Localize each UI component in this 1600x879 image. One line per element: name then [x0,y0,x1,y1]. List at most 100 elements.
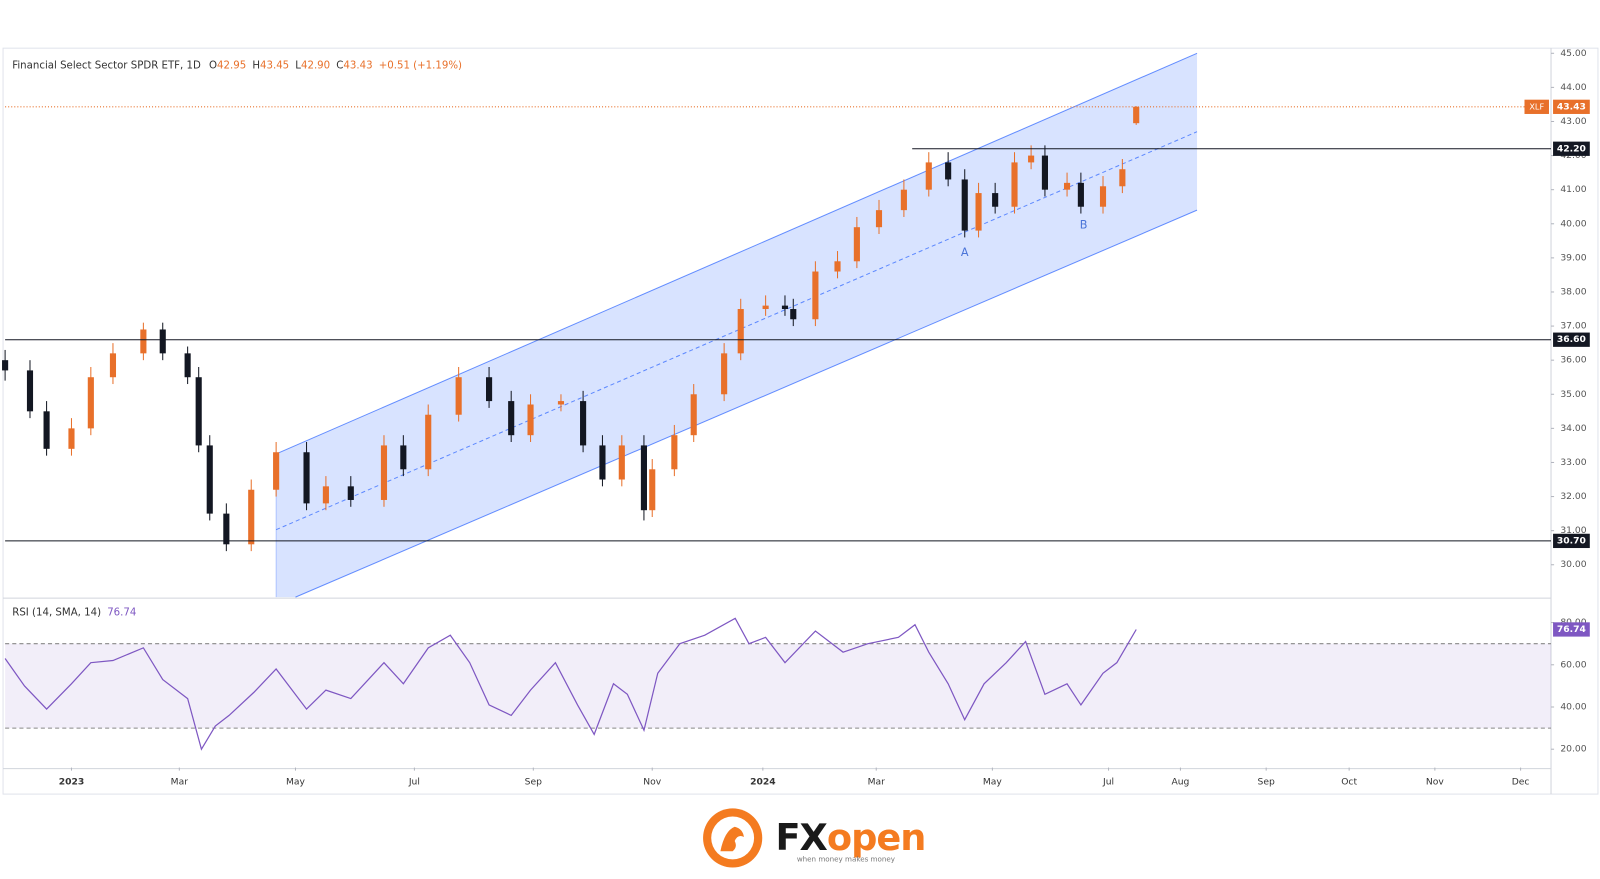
candle-body [721,353,728,395]
annotation: B [1080,218,1088,231]
y-tick-label: 34.00 [1560,423,1586,434]
y-tick-label: 35.00 [1560,389,1586,400]
candle-body [992,193,999,207]
level-label: 36.60 [1557,334,1586,345]
candle-body [1099,186,1107,207]
x-tick-label: Aug [1171,776,1189,787]
level-tag [1553,141,1590,156]
y-tick-label: 44.00 [1560,82,1586,93]
candle-body [1011,162,1018,207]
x-tick-label: Jul [408,776,420,787]
y-tick-label: 43.00 [1560,116,1586,127]
x-tick-label: Mar [868,776,886,787]
x-tick-label: Jul [1102,776,1114,787]
annotation: A [961,246,969,259]
candle-body [2,360,9,371]
x-tick-label: Oct [1341,776,1357,787]
legend-value: 42.95 [217,61,246,72]
candle-body [781,305,789,310]
candle-body [1063,182,1071,190]
candle-body [618,445,625,480]
candle-body [961,179,968,231]
x-tick-label: Dec [1512,776,1530,787]
candle-body [486,377,493,402]
chart-frame [2,47,1599,795]
candle-body [640,445,647,511]
y-tick-label: 45.00 [1560,48,1586,59]
candle-body [737,309,744,354]
candle-body [599,445,606,480]
candle-body [834,261,841,272]
candle-body [900,189,907,211]
y-tick-label: 39.00 [1560,252,1586,263]
rsi-line [4,617,1137,751]
y-tick-label: 37.00 [1560,321,1586,332]
y-tick-label: 32.00 [1560,491,1586,502]
x-tick-label: Nov [643,776,661,787]
candle-body [159,329,166,354]
logo-bull [720,826,744,852]
x-tick-label: May [286,776,306,787]
symbol-label: XLF [1529,101,1544,111]
candle-body [223,513,230,545]
candle-body [184,353,191,378]
y-tick-label: 33.00 [1560,457,1586,468]
tagline: when money makes money [797,854,895,863]
candle-body [347,486,354,500]
level-label: 42.20 [1557,143,1586,154]
x-tick-label: Sep [525,776,542,787]
candle-body [812,271,819,320]
candle-body [195,377,202,446]
brand: FXopen [776,815,926,858]
chart-header: Financial Select Sector SPDR ETF, 1D O42.… [12,61,462,72]
candle-body [380,445,388,500]
candle-body [527,404,534,436]
brand-fx: FX [776,815,828,858]
candle-body [975,193,982,231]
candle-body [762,305,769,310]
legend-value: 43.43 [343,61,372,72]
candle-body [671,435,678,470]
x-tick-label: May [983,776,1003,787]
legend-key: H [252,61,260,72]
candle-body [1028,155,1035,163]
y-tick-label: 31.00 [1560,525,1586,536]
plot [2,52,1198,598]
x-tick-label: 2023 [59,776,85,787]
candle-body [690,394,697,436]
candle-body [248,489,255,545]
candle-body [206,445,213,514]
candle-body [400,445,407,470]
y-tick-label: 30.00 [1560,559,1586,570]
candle-body [26,370,34,412]
x-tick-label: Mar [171,776,189,787]
change: +0.51 (+1.19%) [379,61,462,72]
rsi-value: 76.74 [107,607,136,618]
candle-body [557,401,565,405]
rsi-band [5,643,1552,729]
rsi-tag-label: 76.74 [1557,624,1586,635]
last-price-label: 43.43 [1557,101,1586,112]
candle-body [303,452,310,504]
x-tick-label: Sep [1258,776,1275,787]
level-label: 30.70 [1557,535,1586,546]
rsi-y-tick-label: 20.00 [1560,744,1586,755]
candle-body [945,162,952,180]
candle-body [1077,182,1084,207]
candle-body [580,401,587,446]
candle-body [273,452,280,490]
candle-body [1133,106,1140,124]
candle-body [875,210,883,228]
x-tick-label: 2024 [750,776,776,787]
rsi-y-tick-label: 40.00 [1560,701,1586,712]
last-price-tag [1553,99,1590,114]
rsi-tag [1553,622,1590,637]
symbol-tag [1524,99,1549,114]
candle-body [109,353,117,378]
candle-body [140,329,147,354]
candle-body [43,411,50,449]
candle-body [455,377,462,415]
